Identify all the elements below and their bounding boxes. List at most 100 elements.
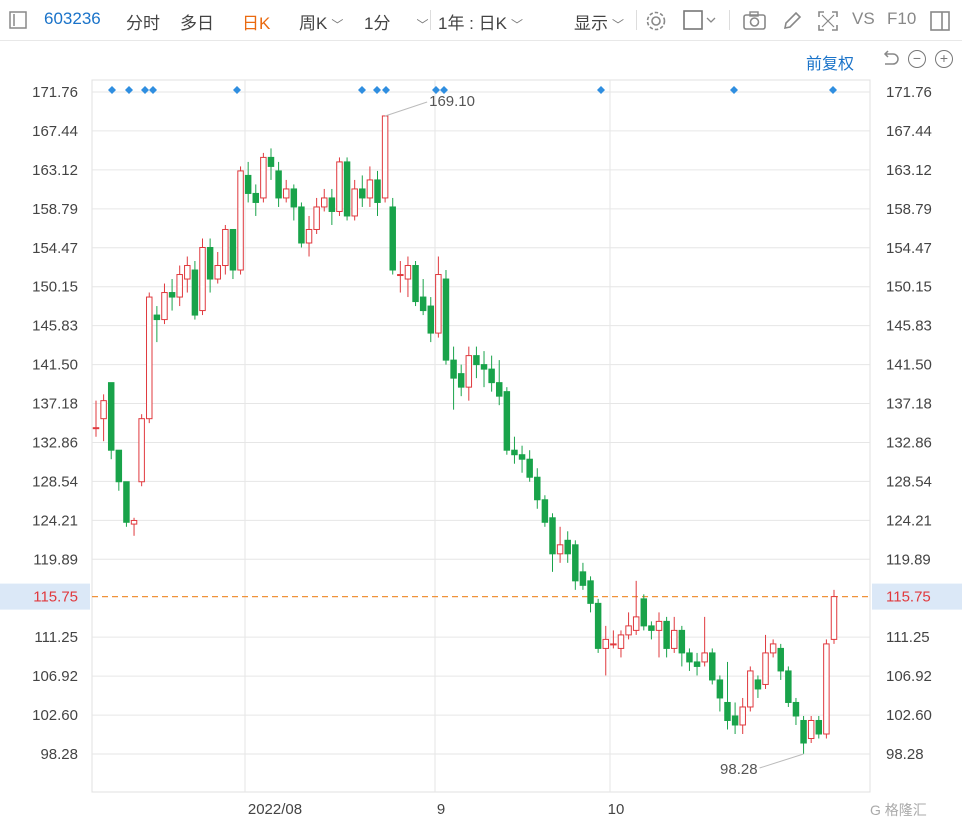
panel-icon[interactable] [930,10,950,31]
candle[interactable] [602,625,609,676]
candle[interactable] [435,256,442,338]
candle[interactable] [686,648,693,671]
candle[interactable] [754,675,762,698]
candle[interactable] [282,179,290,203]
candle[interactable] [655,612,663,658]
candle[interactable] [214,252,221,284]
candle[interactable] [572,540,579,590]
event-marker[interactable] [730,86,738,94]
event-marker[interactable] [108,86,116,94]
event-marker[interactable] [233,86,241,94]
tab-multiday[interactable]: 多日 [180,14,214,33]
vs-button[interactable]: VS [852,9,875,28]
pencil-icon[interactable] [781,10,802,30]
candle[interactable] [244,161,252,203]
candle[interactable] [381,115,389,203]
candle[interactable] [404,256,412,298]
candle[interactable] [100,394,107,442]
tab-minute[interactable]: 1分 ﹀ [364,9,428,34]
candle[interactable] [389,197,396,275]
zoom-out-icon[interactable]: − [908,50,926,68]
candle[interactable] [716,675,724,712]
tab-intraday[interactable]: 分时 [126,14,160,33]
candle[interactable] [815,715,823,739]
candle[interactable] [792,697,800,725]
candlestick-chart[interactable]: 171.76 171.76 167.44 167.44 163.12 163.12 158.… [0,40,962,830]
candle[interactable] [678,625,686,667]
candle[interactable] [594,598,602,653]
candle[interactable] [450,346,457,410]
candle[interactable] [617,630,625,658]
candle[interactable] [511,436,518,464]
candle[interactable] [336,157,343,216]
settings-gear-icon[interactable] [645,10,666,31]
candle[interactable] [92,400,100,437]
candle[interactable] [260,152,267,203]
event-marker[interactable] [125,86,133,94]
candle[interactable] [343,157,351,221]
candle[interactable] [206,238,214,293]
candle[interactable] [762,634,769,689]
candle[interactable] [107,382,115,460]
candle[interactable] [161,283,168,325]
candle[interactable] [549,513,556,572]
candle[interactable] [480,351,488,388]
list-toggle-icon[interactable] [8,10,28,30]
square-checkbox-icon[interactable] [683,10,716,30]
fullscreen-icon[interactable] [817,10,838,31]
candle[interactable] [146,292,153,424]
candle[interactable] [290,184,298,221]
candle[interactable] [632,580,640,635]
candle[interactable] [785,666,792,707]
candle[interactable] [556,526,564,563]
candle[interactable] [830,589,838,644]
candle[interactable] [823,639,830,739]
candle[interactable] [222,224,229,275]
candle[interactable] [701,616,708,667]
candle[interactable] [328,188,336,225]
candle[interactable] [229,228,237,280]
candle[interactable] [123,481,130,527]
candle[interactable] [534,468,541,509]
event-marker[interactable] [382,86,390,94]
tab-daily[interactable]: 日K [242,14,271,33]
candle[interactable] [313,197,320,234]
tab-weekly[interactable]: 周K ﹀ [299,9,343,34]
candle[interactable] [252,184,260,216]
candle[interactable] [412,261,419,307]
candle[interactable] [321,188,328,212]
candle[interactable] [138,414,145,487]
range-select[interactable]: 1年 : 日K ﹀ [438,9,523,34]
event-marker[interactable] [373,86,381,94]
f10-button[interactable]: F10 [887,9,917,28]
candle[interactable] [807,715,815,744]
event-marker[interactable] [440,86,448,94]
candle[interactable] [374,170,381,216]
candle[interactable] [199,238,206,316]
candle[interactable] [526,450,533,482]
candle[interactable] [359,175,366,207]
candle[interactable] [693,652,701,676]
candle[interactable] [564,531,571,563]
candle[interactable] [442,270,450,365]
candle[interactable] [724,661,731,730]
candle[interactable] [267,148,275,180]
candle[interactable] [351,179,358,221]
zoom-in-icon[interactable]: + [935,50,953,68]
candle[interactable] [648,621,655,640]
candle[interactable] [610,630,617,649]
candle[interactable] [739,697,746,734]
event-marker[interactable] [149,86,157,94]
event-marker[interactable] [597,86,605,94]
candle[interactable] [625,612,632,640]
candle[interactable] [168,279,176,311]
event-marker[interactable] [432,86,440,94]
candle[interactable] [419,279,427,316]
candle[interactable] [800,715,807,754]
candle[interactable] [777,643,784,680]
candle[interactable] [427,297,435,343]
candle[interactable] [275,161,282,207]
candle[interactable] [366,166,374,207]
candle[interactable] [709,648,716,685]
candle[interactable] [488,355,495,392]
